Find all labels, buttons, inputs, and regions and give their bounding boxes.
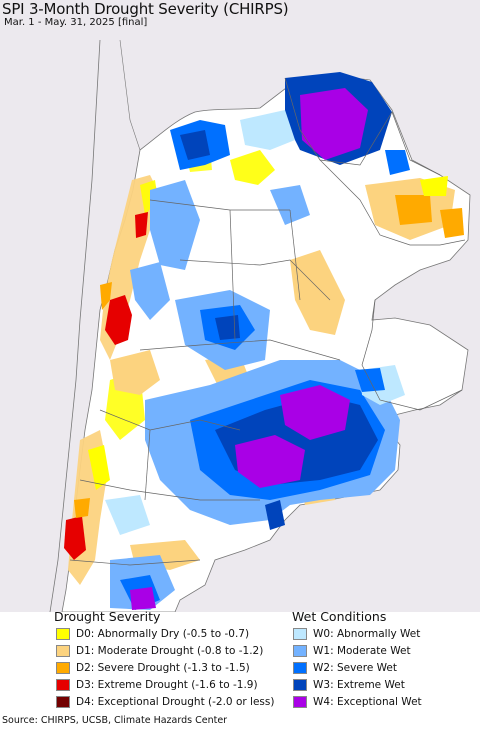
drought-map — [0, 0, 480, 613]
wet-zone-north-extreme — [180, 130, 210, 160]
wet-zone-bolivia-exceptional — [300, 88, 368, 160]
wet-zone-chaco-moderate — [270, 185, 310, 225]
dry-zone-chubut-d3 — [64, 516, 86, 560]
drought-legend-heading: Drought Severity — [54, 609, 161, 624]
legend-label-d1: D1: Moderate Drought (-0.8 to -1.2) — [76, 645, 264, 657]
dry-zone-mendoza-d2 — [100, 282, 112, 310]
dry-zone-santafe-d0 — [230, 150, 275, 185]
wet-zone-cuyo-moderate — [130, 262, 170, 320]
legend-label-d2: D2: Severe Drought (-1.3 to -1.5) — [76, 662, 250, 674]
dry-zone-santafe — [290, 250, 345, 335]
dry-zone-chubut-d2 — [74, 498, 90, 518]
source-credit: Source: CHIRPS, UCSB, Climate Hazards Ce… — [2, 715, 228, 726]
dry-zone-neuquen-d0 — [88, 445, 110, 490]
border-province-3 — [139, 339, 341, 361]
map-title: SPI 3-Month Drought Severity (CHIRPS) — [2, 0, 289, 18]
legend-label-w1: W1: Moderate Wet — [313, 645, 411, 657]
legend-label-d4: D4: Exceptional Drought (-2.0 or less) — [76, 696, 275, 708]
wet-zones — [105, 72, 410, 610]
dry-zone-catamarca-d3 — [135, 212, 148, 238]
border-paraguay-argentina — [319, 159, 466, 246]
wet-zone-central-extreme — [215, 315, 240, 340]
wet-zone-north-moderate — [150, 180, 200, 270]
wet-zone-patagonia-exceptional — [130, 587, 156, 610]
legend: Drought Severity Wet Conditions D0: Abno… — [0, 609, 480, 712]
legend-label-d0: D0: Abnormally Dry (-0.5 to -0.7) — [76, 628, 250, 640]
border-province-2 — [179, 259, 331, 301]
border-province-7 — [229, 209, 236, 341]
legend-swatch-d3 — [56, 679, 70, 691]
dry-zone-paraguay-d2 — [395, 195, 432, 225]
coastline-chile — [49, 39, 101, 613]
border-uruguay — [361, 299, 463, 411]
legend-swatch-w0 — [293, 628, 307, 640]
legend-label-w2: W2: Severe Wet — [313, 662, 397, 674]
wet-legend-heading: Wet Conditions — [292, 609, 387, 624]
border-province-9 — [289, 209, 301, 301]
legend-swatch-d1 — [56, 645, 70, 657]
border-province-8 — [144, 429, 151, 501]
wet-zone-coast-extreme — [265, 500, 285, 530]
legend-label-w3: W3: Extreme Wet — [313, 679, 405, 691]
dry-zone-mendoza-d3 — [105, 295, 132, 345]
wet-zone-pampas-exceptional-2 — [235, 435, 305, 488]
wet-zone-north-abnormal — [240, 110, 295, 150]
legend-swatch-w1 — [293, 645, 307, 657]
border-paraguay-brazil — [391, 111, 441, 176]
border-province-5 — [79, 479, 260, 501]
map-subtitle: Mar. 1 - May. 31, 2025 [final] — [4, 17, 148, 28]
legend-label-w0: W0: Abnormally Wet — [313, 628, 421, 640]
wet-zone-rionegro-abnormal — [105, 495, 150, 535]
dry-zone-west-andes-d0 — [140, 180, 158, 215]
legend-label-w4: W4: Exceptional Wet — [313, 696, 422, 708]
legend-swatch-d4 — [56, 696, 70, 708]
wet-zone-north-severe-2 — [385, 150, 410, 175]
legend-swatch-d0 — [56, 628, 70, 640]
legend-label-d3: D3: Extreme Drought (-1.6 to -1.9) — [76, 679, 258, 691]
dry-zone-misiones-d2 — [440, 208, 464, 238]
andes-divide — [119, 39, 141, 151]
legend-swatch-d2 — [56, 662, 70, 674]
border-province-4 — [99, 409, 241, 431]
political-borders — [69, 77, 466, 566]
legend-swatch-w2 — [293, 662, 307, 674]
header: SPI 3-Month Drought Severity (CHIRPS) Ma… — [0, 0, 480, 30]
legend-swatch-w3 — [293, 679, 307, 691]
dry-zone-cordoba-d1 — [110, 350, 160, 395]
dry-zone-paraguay-d0 — [420, 176, 448, 196]
legend-swatch-w4 — [293, 696, 307, 708]
wet-zone-pampas-exceptional-1 — [280, 385, 350, 440]
border-province-6 — [69, 559, 201, 566]
